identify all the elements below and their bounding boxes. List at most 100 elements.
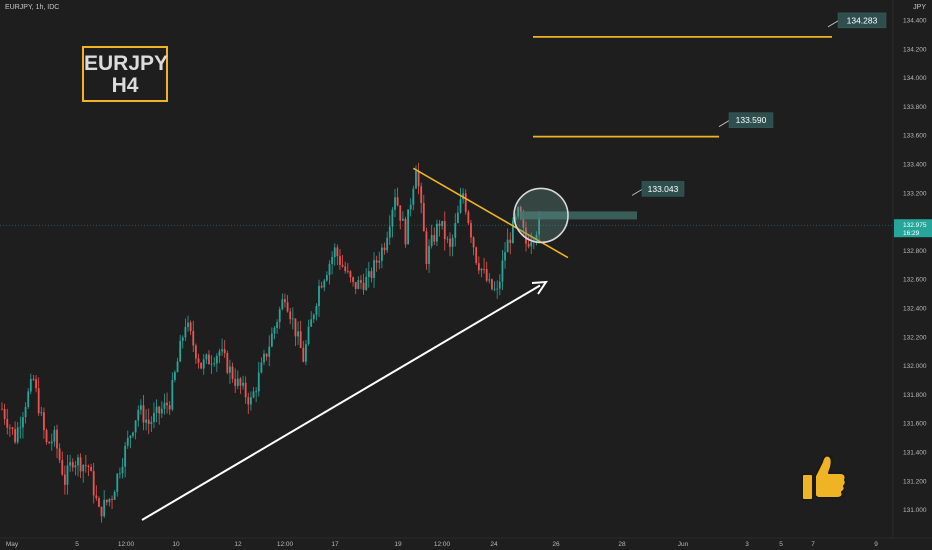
candle-body [535,234,538,241]
x-tick-label: 17 [331,541,339,548]
candle-body [111,498,113,500]
candle-body [6,418,9,428]
candle-body [498,281,501,289]
candle-body [50,441,53,444]
x-tick-label: 28 [618,541,626,548]
y-tick-label: 132.600 [903,277,927,284]
x-tick-label: 12 [234,541,242,548]
candle-body [362,282,365,290]
target2-label-text: 134.283 [847,15,878,25]
candle-body [223,349,226,354]
candle-body [56,429,58,449]
candle-body [383,247,386,251]
thumbs-up-icon [801,454,847,501]
candle-body [512,220,514,243]
candle-body [433,235,436,242]
candle-body [150,421,153,424]
candle-body [247,397,250,405]
candle-body [265,353,268,357]
y-tick-label: 134.200 [903,46,927,53]
candle-body [367,271,370,277]
candle-body [436,223,438,242]
candle-body [401,218,404,221]
target1-label-leader [718,120,730,127]
candle-body [477,263,480,271]
target1-label-text: 133.590 [736,115,767,125]
candle-body [132,432,134,436]
candle-body [260,362,263,373]
candle-body [451,237,454,247]
current-price-tag [894,219,932,238]
y-tick-label: 133.800 [903,104,927,111]
candle-body [394,197,396,210]
candle-body [61,460,64,475]
y-tick-label: 132.400 [903,306,927,313]
candle-body [134,420,137,433]
candle-body [103,499,106,517]
candle-body [192,331,195,346]
candle-body [456,212,459,224]
candle-body [336,247,339,257]
candle-body [504,252,506,261]
candle-body [375,260,378,263]
candle-body [215,355,218,364]
candle-body [48,442,51,444]
uptrend-arrow-shaft [141,284,541,521]
candle-body [454,223,457,238]
candle-body [108,498,111,503]
x-tick-label: May [6,541,19,548]
candle-body [184,327,187,338]
candle-body [255,391,258,393]
candle-body [66,465,69,485]
chart-title-box: EURJPY H4 [82,46,168,102]
candle-body [3,408,6,419]
candle-body [386,237,389,251]
candle-body [328,263,331,276]
y-tick-label: 133.400 [903,162,927,169]
candle-body [58,448,61,461]
candle-body [299,331,302,348]
candle-body [388,226,391,238]
candle-body [291,318,294,320]
candle-body [496,288,499,290]
candle-body [87,465,90,467]
candle-body [310,319,313,327]
candle-body [16,427,19,443]
candle-body [229,366,231,373]
y-tick-label: 133.200 [903,190,927,197]
candle-body [145,419,147,423]
candle-body [187,322,189,328]
title-symbol: EURJPY [84,52,169,75]
candle-body [74,465,77,468]
candle-body [179,340,182,362]
candle-body [501,260,504,282]
currency-label: JPY [913,4,926,11]
candle-body [459,199,462,213]
candle-body [281,299,284,310]
candle-body [318,285,320,307]
candle-body [485,268,488,281]
candle-body [289,311,292,320]
candle-body [464,193,467,212]
candle-body [506,239,509,253]
candle-body [11,427,14,430]
candle-body [221,349,223,352]
candle-body [472,237,475,248]
candle-body [121,466,124,474]
x-tick-label: 12:00 [277,541,294,548]
candle-body [257,372,260,392]
candle-body [467,211,470,224]
candle-body [202,359,205,369]
candle-body [116,473,119,492]
candle-body [205,354,208,360]
candle-body [105,499,108,503]
x-tick-label: 5 [75,541,79,548]
candle-body [357,280,360,289]
candle-body [438,223,441,226]
candle-body [77,457,79,466]
candle-body [449,238,451,247]
candle-body [137,409,140,421]
candle-body [407,209,409,245]
candle-body [538,217,540,235]
